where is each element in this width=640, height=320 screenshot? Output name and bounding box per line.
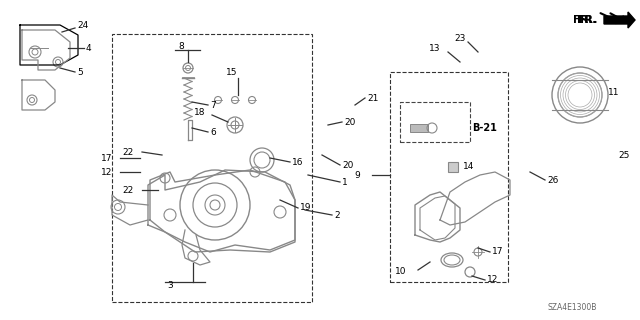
Text: 4: 4 bbox=[86, 44, 92, 52]
Text: 24: 24 bbox=[77, 20, 88, 29]
Text: 12: 12 bbox=[487, 276, 499, 284]
Text: 20: 20 bbox=[342, 161, 353, 170]
Text: 3: 3 bbox=[167, 281, 173, 290]
Text: 1: 1 bbox=[342, 178, 348, 187]
Text: 11: 11 bbox=[608, 87, 620, 97]
Text: 2: 2 bbox=[334, 211, 340, 220]
Text: 22: 22 bbox=[123, 186, 134, 195]
Text: 13: 13 bbox=[429, 44, 440, 52]
Text: 20: 20 bbox=[344, 117, 355, 126]
Text: 18: 18 bbox=[193, 108, 205, 116]
Text: 10: 10 bbox=[394, 268, 406, 276]
Text: 25: 25 bbox=[618, 150, 629, 159]
Text: 26: 26 bbox=[547, 175, 558, 185]
Text: 9: 9 bbox=[355, 171, 360, 180]
Text: FR.: FR. bbox=[578, 15, 596, 25]
Text: 14: 14 bbox=[463, 162, 474, 171]
Bar bbox=[448, 162, 458, 172]
Bar bbox=[410, 124, 428, 132]
Text: 12: 12 bbox=[100, 167, 112, 177]
Bar bbox=[390, 72, 508, 282]
Text: SZA4E1300B: SZA4E1300B bbox=[547, 303, 596, 312]
Polygon shape bbox=[604, 12, 635, 28]
Text: 5: 5 bbox=[77, 68, 83, 76]
Text: FR.: FR. bbox=[573, 15, 592, 25]
Bar bbox=[112, 34, 312, 302]
Text: 21: 21 bbox=[367, 93, 378, 102]
Text: 6: 6 bbox=[210, 127, 216, 137]
Text: 17: 17 bbox=[100, 154, 112, 163]
Text: 16: 16 bbox=[292, 157, 303, 166]
Text: 8: 8 bbox=[178, 42, 184, 51]
Text: B-21: B-21 bbox=[472, 123, 497, 133]
Text: 22: 22 bbox=[123, 148, 134, 156]
Text: FR.: FR. bbox=[577, 15, 597, 25]
Text: 17: 17 bbox=[492, 247, 504, 257]
Text: 23: 23 bbox=[454, 34, 466, 43]
Text: 15: 15 bbox=[227, 68, 237, 76]
Text: 19: 19 bbox=[300, 204, 312, 212]
Text: 7: 7 bbox=[210, 100, 216, 109]
Bar bbox=[400, 102, 470, 142]
